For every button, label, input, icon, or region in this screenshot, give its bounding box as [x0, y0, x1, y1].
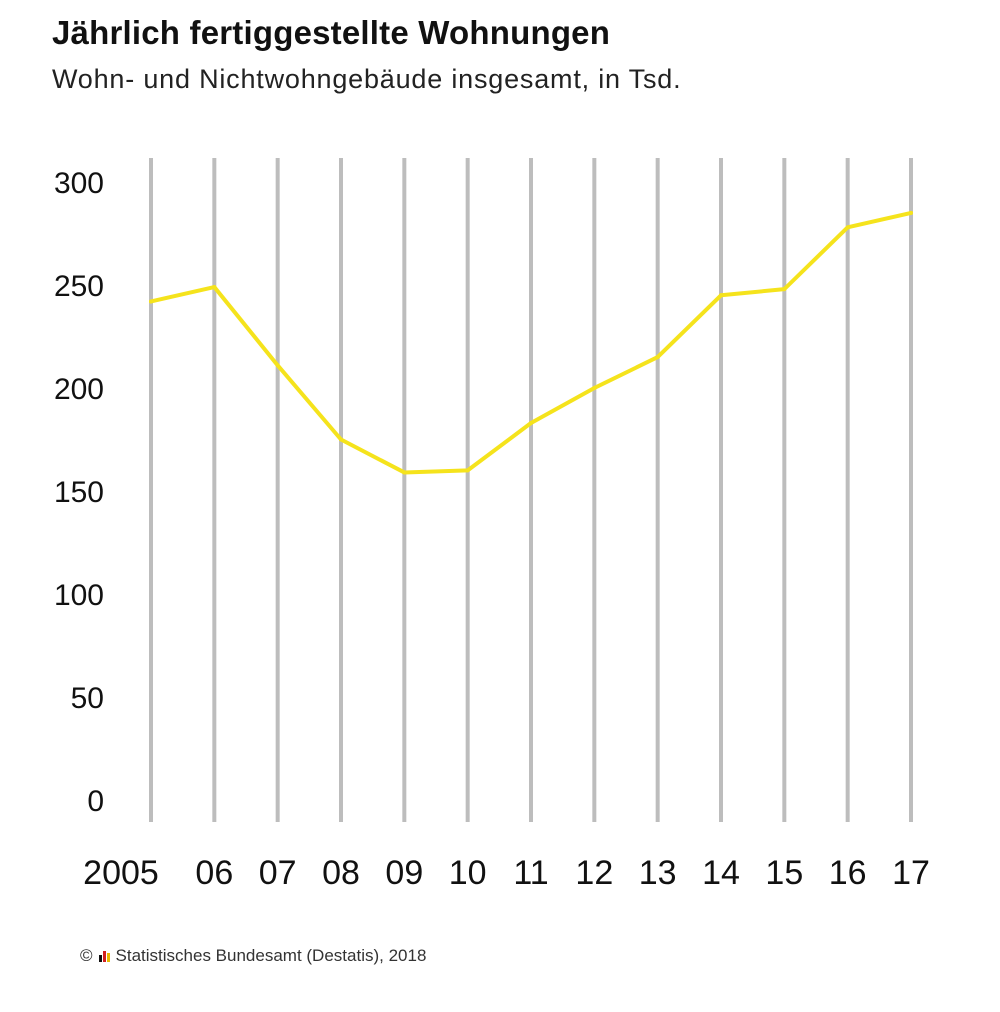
data-point-10 — [465, 468, 470, 473]
y-tick-label-250: 250 — [54, 270, 104, 303]
x-tick-label-09: 09 — [385, 854, 423, 892]
y-axis-ticks: 0 50 100 150 200 250 300 — [54, 167, 104, 818]
x-tick-label-07: 07 — [259, 854, 297, 892]
x-tick-label-2005: 2005 — [83, 854, 159, 892]
source-text: Statistisches Bundesamt (Destatis), 2018 — [115, 946, 427, 965]
x-tick-label-13: 13 — [639, 854, 677, 892]
x-tick-label-15: 15 — [765, 854, 803, 892]
x-tick-label-10: 10 — [449, 854, 487, 892]
chart-subtitle: Wohn- und Nichtwohngebäude insgesamt, in… — [52, 64, 682, 94]
data-series — [149, 210, 913, 475]
grid-lines — [149, 158, 913, 822]
x-tick-label-08: 08 — [322, 854, 360, 892]
x-axis-ticks: 2005 06 07 08 09 10 11 12 13 14 15 16 17 — [83, 854, 930, 892]
data-point-06 — [212, 285, 217, 290]
destatis-logo-icon — [98, 950, 110, 962]
y-tick-label-200: 200 — [54, 373, 104, 406]
x-tick-label-11: 11 — [513, 854, 548, 892]
y-tick-label-0: 0 — [87, 785, 104, 818]
data-point-15 — [782, 287, 787, 292]
x-tick-label-06: 06 — [195, 854, 233, 892]
x-tick-label-17: 17 — [892, 854, 930, 892]
x-tick-label-14: 14 — [702, 854, 740, 892]
data-point-17 — [909, 210, 913, 215]
data-point-16 — [845, 225, 850, 230]
data-point-09 — [402, 470, 407, 475]
x-tick-label-12: 12 — [575, 854, 613, 892]
y-tick-label-50: 50 — [71, 682, 104, 715]
data-point-14 — [719, 293, 723, 298]
data-point-07 — [275, 363, 280, 368]
source-note: © Statistisches Bundesamt (Destatis), 20… — [80, 946, 426, 966]
y-tick-label-300: 300 — [54, 167, 104, 200]
chart-title: Jährlich fertiggestellte Wohnungen — [52, 14, 611, 51]
y-tick-label-100: 100 — [54, 579, 104, 612]
y-tick-label-150: 150 — [54, 476, 104, 509]
data-point-11 — [529, 421, 533, 426]
copyright-icon: © — [80, 946, 93, 965]
data-point-2005 — [149, 299, 153, 304]
x-tick-label-16: 16 — [829, 854, 867, 892]
data-point-13 — [655, 355, 660, 360]
data-point-08 — [339, 437, 343, 442]
data-point-12 — [592, 386, 597, 390]
